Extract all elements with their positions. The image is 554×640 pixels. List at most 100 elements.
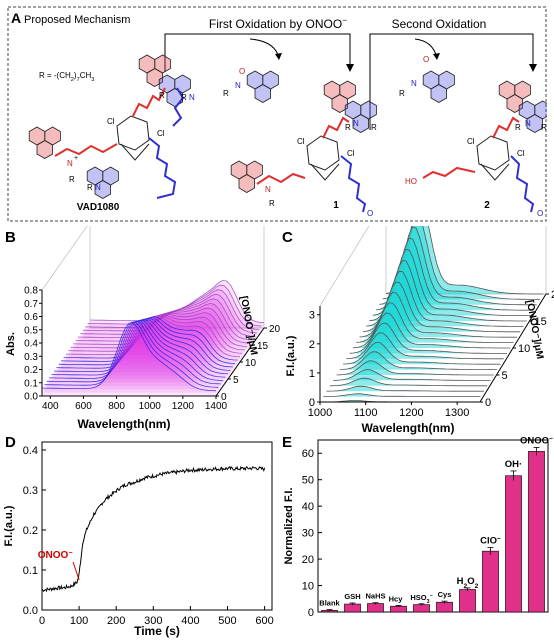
c-x-label: Wavelength(nm) — [362, 421, 455, 435]
e-category-label-6: H2O2 — [457, 576, 479, 590]
c1-core-bridge — [310, 163, 340, 181]
e-y-tick-label-2: 20 — [302, 554, 314, 566]
e-category-label-5: Cys — [438, 590, 452, 599]
panel-a-letter: A — [11, 10, 21, 26]
b-z-tick-label-0: 0 — [221, 392, 227, 403]
d-plot-frame — [41, 441, 273, 611]
c1-top-right-ring-3 — [352, 114, 369, 133]
arrow-1 — [164, 33, 351, 72]
d-x-tick-label-2: 200 — [107, 615, 125, 627]
byproduct-1: ONR — [223, 67, 279, 103]
b-z-tick-label-3: 15 — [257, 341, 269, 352]
b-y-tick-label-3: 0.3 — [24, 352, 38, 363]
vad-blue-chain — [148, 137, 177, 199]
b-y-tick-label-6: 0.6 — [24, 312, 38, 323]
c1-r-2: R — [371, 123, 377, 132]
c-series-line-8 — [346, 332, 504, 360]
b-series-fill-6 — [56, 318, 231, 376]
e-y-tick-label-6: 60 — [302, 448, 314, 460]
c-z-tick-label-1: 5 — [502, 370, 508, 382]
b-y-tick-label-7: 0.7 — [24, 299, 38, 310]
vad-n-1: N — [189, 93, 195, 102]
vad-plus: + — [74, 155, 78, 162]
e-y-tick-label-0: 0 — [308, 607, 314, 619]
c-series-line-4 — [333, 369, 491, 381]
c2-blue-chain — [510, 155, 535, 213]
panel-a-title: Proposed Mechanism — [24, 14, 130, 26]
b-series-fill-12 — [70, 314, 245, 356]
c-series-line-13 — [362, 281, 521, 333]
c-series-line-7 — [343, 341, 501, 365]
c1-n: N — [353, 119, 359, 128]
vad-r-1: R — [159, 91, 165, 100]
b-series-line-0 — [41, 322, 217, 392]
e-bar-1 — [344, 603, 361, 613]
c-series-line-2 — [326, 385, 484, 392]
b-y-label: Abs. — [5, 332, 17, 356]
c1-blue-chain — [340, 155, 367, 213]
d-annotation-label: ONOO− — [38, 550, 73, 562]
c-x-tick-label-2: 1200 — [399, 407, 423, 419]
bp2-n: N — [411, 79, 417, 88]
arrow-2-head — [529, 64, 537, 72]
e-y-label: Normalized F.I. — [283, 487, 295, 564]
b-y-tick-label-5: 0.5 — [24, 325, 38, 336]
chart-d-kinetics: 0.0 0.1 0.2 0.3 0.4 0 100 200 300 400 500 600 ONOO− T… — [3, 441, 274, 638]
c-z-tick-label-4: 20 — [551, 289, 554, 301]
e-y-tick-label-3: 30 — [302, 528, 314, 540]
b-z-tick-label-4: 20 — [269, 324, 280, 335]
e-bar-5 — [436, 601, 453, 613]
panel-d-letter: D — [5, 434, 16, 451]
c1-red-chain-left — [256, 172, 306, 185]
b-series-line-1 — [44, 321, 219, 388]
b-series-fill-20 — [90, 280, 264, 328]
b-y-tick-label-1: 0.1 — [24, 378, 38, 389]
c1-r-3: R — [269, 199, 275, 208]
c-y-tick-label-1: 1 — [309, 368, 315, 380]
vad-r-3: R — [69, 175, 75, 184]
panel-b-letter: B — [5, 229, 16, 246]
d-y-tick-label-4: 0.4 — [23, 445, 38, 457]
b-z-tick-label-1: 5 — [233, 375, 239, 386]
e-y-tick-label-1: 10 — [302, 581, 314, 593]
vad-bottom-ring-3 — [94, 180, 111, 199]
e-category-label-2: NaHS — [365, 592, 385, 601]
compound-label-2: 2 — [484, 200, 490, 211]
c-series-line-11 — [356, 302, 514, 343]
vad-cl-2: Cl — [157, 129, 165, 138]
c2-r-1: R — [515, 123, 521, 132]
c2-top-right-ring-3 — [526, 114, 543, 133]
e-bar-7 — [482, 550, 499, 613]
curved-arrow-1-head — [275, 53, 282, 60]
d-series-line — [41, 465, 266, 593]
bp1-n: N — [235, 81, 241, 90]
c-series-line-1 — [323, 393, 481, 397]
c-x-tick-label-1: 1100 — [354, 407, 378, 419]
vad-left-ring-3 — [36, 140, 53, 159]
bp2-o: O — [423, 55, 429, 64]
vad-red-chain-left — [54, 143, 118, 157]
c-z-tick-label-0: 0 — [485, 397, 491, 409]
c2-core-bridge — [480, 163, 510, 181]
c-series-line-10 — [352, 312, 511, 349]
c1-cl-2: Cl — [347, 149, 355, 158]
e-plot-frame — [317, 439, 549, 613]
c-y-tick-label-0: 0 — [309, 397, 315, 409]
c2-top-ring-3 — [506, 94, 523, 113]
panel-a: A Proposed Mechanism First Oxidation by ON… — [7, 6, 551, 222]
c-series-fill-2 — [326, 386, 487, 392]
c2-cl-1: Cl — [467, 137, 475, 146]
e-bar-3 — [390, 605, 407, 613]
c-series-line-9 — [349, 322, 507, 354]
vad-top-ring-3 — [146, 68, 163, 87]
c2-cl-2: Cl — [517, 149, 525, 158]
mechanism-scheme: A Proposed Mechanism First Oxidation by ON… — [7, 6, 551, 222]
c2-n: N — [525, 119, 531, 128]
b-y-tick-label-0: 0.0 — [24, 392, 38, 403]
c1-cl-1: Cl — [297, 137, 305, 146]
curved-arrow-2-head — [433, 53, 440, 60]
panel-a-frame — [7, 6, 547, 222]
c2-ho: HO — [405, 177, 417, 186]
